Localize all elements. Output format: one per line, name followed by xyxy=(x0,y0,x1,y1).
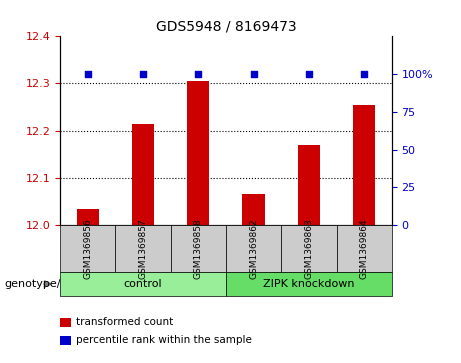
Text: GSM1369864: GSM1369864 xyxy=(360,218,369,279)
Text: ZIPK knockdown: ZIPK knockdown xyxy=(263,279,355,289)
Text: genotype/variation: genotype/variation xyxy=(5,279,111,289)
Point xyxy=(139,71,147,77)
Point xyxy=(361,71,368,77)
Text: GSM1369858: GSM1369858 xyxy=(194,218,203,279)
Text: control: control xyxy=(124,279,162,289)
Bar xyxy=(132,124,154,225)
Bar xyxy=(298,145,320,225)
Text: GSM1369856: GSM1369856 xyxy=(83,218,92,279)
Point xyxy=(305,71,313,77)
Text: GSM1369857: GSM1369857 xyxy=(138,218,148,279)
Bar xyxy=(242,195,265,225)
Text: GSM1369862: GSM1369862 xyxy=(249,218,258,279)
Bar xyxy=(77,209,99,225)
Title: GDS5948 / 8169473: GDS5948 / 8169473 xyxy=(155,20,296,34)
Bar xyxy=(353,105,375,225)
Text: percentile rank within the sample: percentile rank within the sample xyxy=(76,335,252,345)
Point xyxy=(195,71,202,77)
Bar xyxy=(187,81,209,225)
Text: transformed count: transformed count xyxy=(76,317,173,327)
Point xyxy=(250,71,257,77)
Point xyxy=(84,71,91,77)
Text: GSM1369863: GSM1369863 xyxy=(304,218,313,279)
